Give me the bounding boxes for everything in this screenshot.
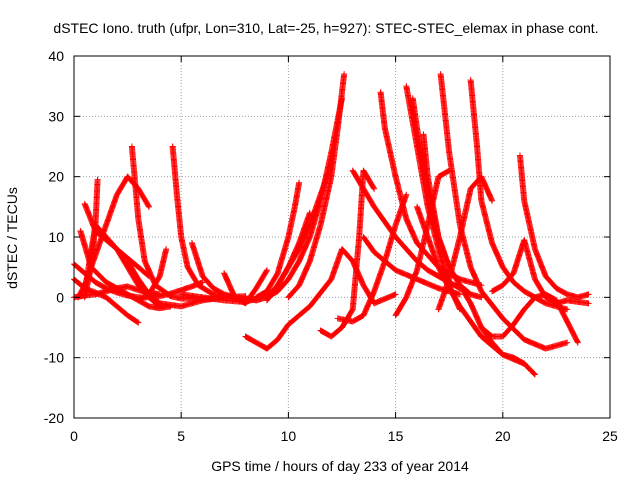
data-point: [135, 319, 142, 326]
data-series: [77, 227, 174, 312]
data-point: [94, 176, 101, 183]
data-series: [135, 246, 170, 304]
data-point: [199, 279, 206, 286]
data-series: [221, 267, 270, 307]
data-point: [263, 268, 270, 275]
data-point: [263, 267, 270, 274]
data-point: [146, 203, 153, 210]
data-point: [156, 291, 163, 298]
data-point: [145, 202, 152, 209]
data-point: [163, 246, 170, 253]
data-series: [169, 143, 260, 304]
data-series-layer: [71, 71, 592, 378]
data-point: [134, 319, 141, 326]
